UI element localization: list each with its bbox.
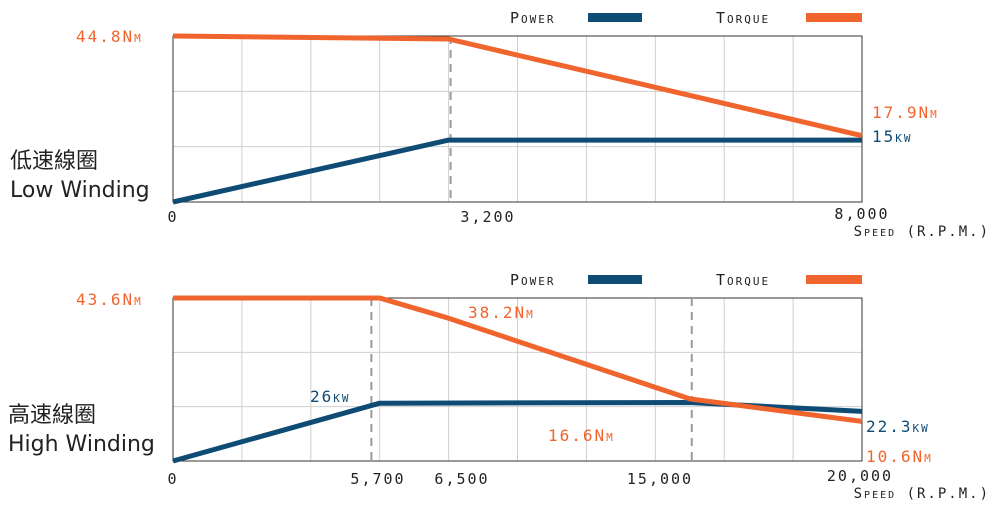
- high-winding-chart: Power Torque 43.6Nm 38.2Nm 26kw 16.6Nm 2…: [8, 271, 990, 502]
- legend-power-label: Power: [510, 271, 556, 289]
- x-tick-label: 15,000: [627, 470, 693, 488]
- torque-series-line: [172, 33, 863, 139]
- legend-power-swatch: [588, 275, 642, 284]
- legend-power-label: Power: [510, 9, 556, 27]
- low-winding-chart: Power Torque 44.8Nm 17.9Nm 15kw 0 3,200 …: [10, 9, 990, 240]
- torque-start-label: 44.8Nm: [76, 27, 143, 46]
- legend-power-swatch: [588, 13, 642, 22]
- torque-end-label: 10.6Nm: [866, 447, 933, 466]
- torque-mid-label: 38.2Nm: [468, 303, 535, 322]
- power-end-label: 22.3kw: [866, 417, 930, 436]
- grid: [173, 36, 862, 202]
- x-tick-label: 3,200: [460, 208, 515, 226]
- x-tick-label: 20,000: [827, 467, 893, 485]
- plot-frame: [172, 297, 863, 462]
- torque-end-label: 17.9Nm: [872, 103, 939, 122]
- x-tick-label: 8,000: [834, 205, 889, 223]
- x-tick-label: 6,500: [434, 470, 489, 488]
- winding-label-en: Low Winding: [10, 178, 150, 203]
- torque-start-label: 43.6Nm: [76, 290, 143, 309]
- x-tick-label: 5,700: [350, 470, 405, 488]
- grid: [173, 298, 862, 461]
- winding-label-zh: 高速線圈: [8, 403, 96, 428]
- winding-label-en: High Winding: [8, 432, 155, 457]
- winding-label-zh: 低速線圈: [10, 149, 98, 174]
- power-end-label: 15kw: [872, 127, 913, 146]
- torque-series-line: [173, 295, 863, 424]
- x-tick-label: 0: [167, 208, 178, 226]
- power-series-line: [172, 400, 863, 464]
- power-peak-label: 26kw: [310, 387, 351, 406]
- torque-low-label: 16.6Nm: [548, 426, 615, 445]
- x-axis-label: Speed (R.P.M.): [854, 224, 990, 240]
- plot-frame: [172, 35, 863, 203]
- legend-torque-label: Torque: [716, 271, 770, 289]
- legend-torque-label: Torque: [716, 9, 770, 27]
- x-axis-label: Speed (R.P.M.): [854, 486, 990, 502]
- power-series-line: [172, 137, 862, 205]
- x-tick-label: 0: [167, 470, 178, 488]
- legend-torque-swatch: [806, 275, 862, 284]
- legend-torque-swatch: [806, 13, 862, 22]
